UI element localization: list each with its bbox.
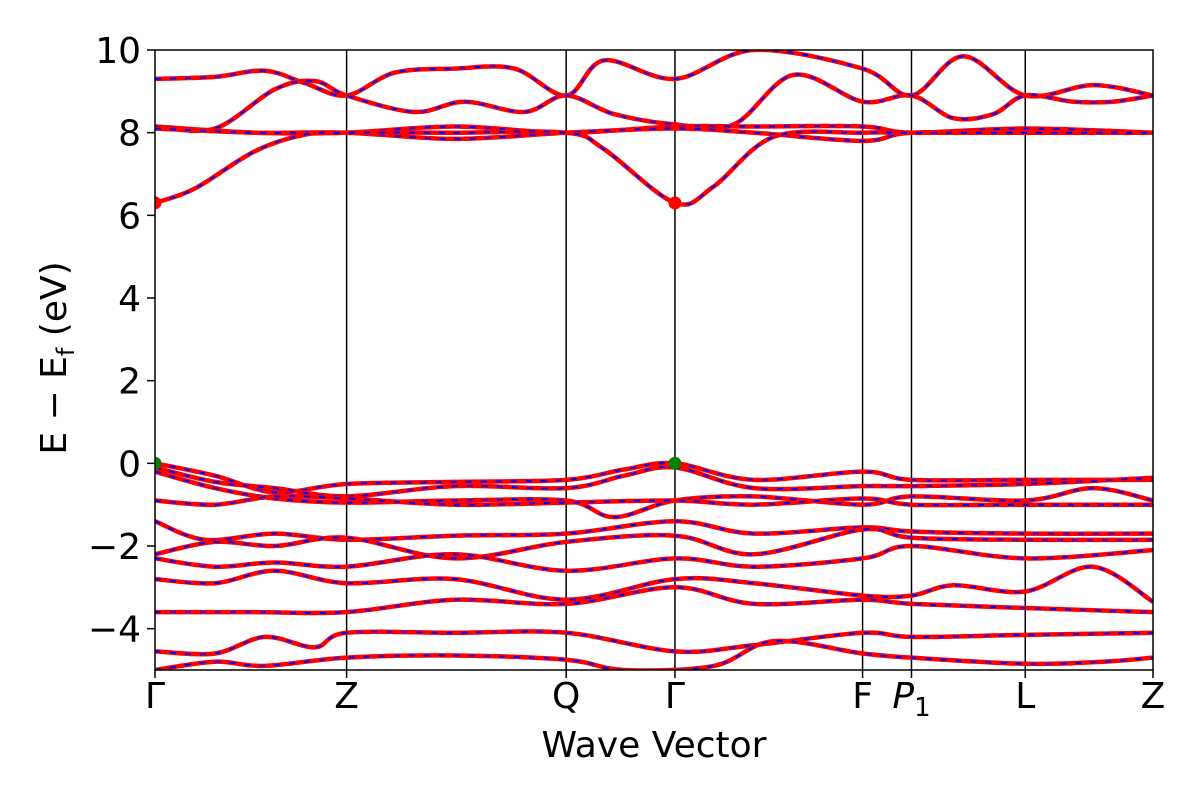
y-tick-label: 0 <box>118 444 141 485</box>
band-line-dashed-1 <box>155 73 1153 132</box>
x-tick-label-text: Γ <box>665 676 685 717</box>
x-tick-label-text: L <box>1015 676 1035 717</box>
y-tick-label: 10 <box>95 31 141 72</box>
y-tick-label: 8 <box>118 114 141 155</box>
x-tick-label-sub: 1 <box>914 693 931 723</box>
x-tick-label-text: Γ <box>145 676 165 717</box>
high-symmetry-lines <box>345 50 1027 670</box>
x-tick-label-text: Q <box>552 676 580 717</box>
plot-frame <box>154 49 1154 671</box>
x-tick-label: Γ <box>145 676 165 717</box>
x-tick-label: Z <box>334 676 359 717</box>
y-tick-label: −4 <box>88 610 141 651</box>
x-tick-label: F <box>852 676 873 717</box>
x-tick-label: Q <box>552 676 580 717</box>
x-tick-label: P1 <box>892 676 930 723</box>
x-axis-label: Wave Vector <box>542 725 767 766</box>
extremum-marker <box>668 196 682 210</box>
y-axis-label: E − Ef (eV) <box>34 261 80 454</box>
extremum-marker <box>155 196 162 210</box>
y-tick-label: 2 <box>118 362 141 403</box>
extrema-markers <box>155 196 682 470</box>
x-tick-label: L <box>1015 676 1035 717</box>
band-line-dashed-14 <box>155 630 1153 656</box>
y-axis-label-unit: (eV) <box>34 261 75 347</box>
band-line-dashed-6 <box>155 466 1153 498</box>
y-tick-label: 6 <box>118 196 141 237</box>
x-tick-label-text: F <box>852 676 873 717</box>
extremum-marker <box>155 456 162 470</box>
band-line-12 <box>155 564 1153 604</box>
band-line-dashed-13 <box>155 586 1153 615</box>
y-tick-label: −2 <box>88 527 141 568</box>
band-line-dashed-15 <box>155 639 1153 670</box>
x-tick-label-text: P <box>892 676 914 717</box>
x-tick-label-text: Z <box>1141 676 1166 717</box>
extremum-marker <box>668 456 682 470</box>
band-line-dashed-4 <box>155 130 1153 206</box>
x-axis-ticks: Γ Z Q Γ F P1 L Z <box>145 670 1165 723</box>
y-tick-label: 4 <box>118 279 141 320</box>
band-line-dashed-8 <box>155 495 1153 507</box>
band-line-dashed-10 <box>155 527 1153 560</box>
band-line-dashed-11 <box>155 544 1153 572</box>
band-lines <box>155 50 1153 670</box>
y-axis-ticks: −4 −2 0 2 4 6 8 10 <box>88 31 155 651</box>
x-tick-label: Γ <box>665 676 685 717</box>
band-line-dashed-9 <box>155 520 1153 542</box>
x-tick-label: Z <box>1141 676 1166 717</box>
x-tick-label-text: Z <box>334 676 359 717</box>
y-axis-label-main: E − E <box>34 356 75 455</box>
y-axis-label-sub: f <box>52 347 80 356</box>
band-line-dashed-7 <box>155 470 1153 519</box>
